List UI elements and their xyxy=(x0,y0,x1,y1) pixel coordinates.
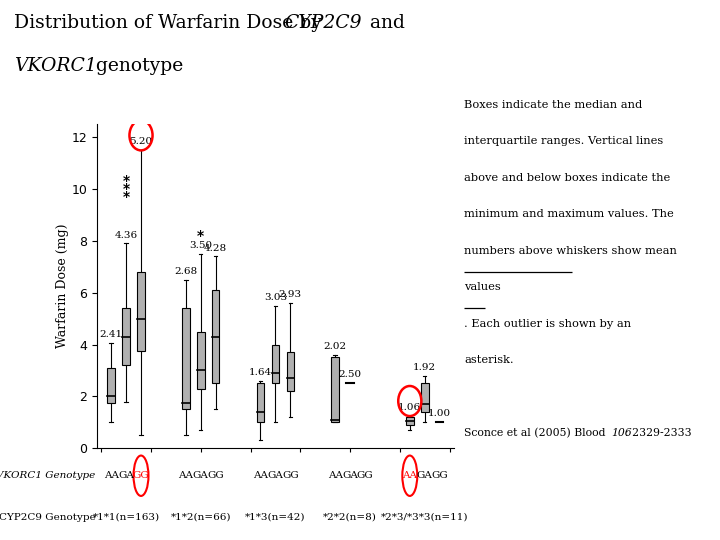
Text: 1.64: 1.64 xyxy=(249,368,272,377)
Text: 3.03: 3.03 xyxy=(264,293,287,302)
Text: 2.02: 2.02 xyxy=(323,342,347,351)
Text: 2.50: 2.50 xyxy=(338,370,361,379)
Text: 2.93: 2.93 xyxy=(279,290,302,299)
Text: 1.92: 1.92 xyxy=(413,363,436,372)
Text: AA: AA xyxy=(402,471,418,480)
Text: Distribution of Warfarin Dose by: Distribution of Warfarin Dose by xyxy=(14,14,328,31)
Text: 1.06: 1.06 xyxy=(398,403,421,412)
Bar xyxy=(107,368,115,403)
Text: asterisk.: asterisk. xyxy=(464,355,514,365)
Text: GA: GA xyxy=(193,471,209,480)
Bar xyxy=(138,272,145,351)
Text: . Each outlier is shown by an: . Each outlier is shown by an xyxy=(464,319,631,329)
Text: VKORC1 Genotype: VKORC1 Genotype xyxy=(0,471,96,480)
Text: AA: AA xyxy=(179,471,193,480)
Text: *2*3/*3*3(n=11): *2*3/*3*3(n=11) xyxy=(381,512,469,522)
Text: : 2329-2333: : 2329-2333 xyxy=(626,428,692,438)
Text: interquartile ranges. Vertical lines: interquartile ranges. Vertical lines xyxy=(464,137,664,146)
Text: AA: AA xyxy=(253,471,268,480)
Text: minimum and maximum values. The: minimum and maximum values. The xyxy=(464,209,674,219)
Text: and: and xyxy=(364,14,405,31)
Text: GA: GA xyxy=(267,471,284,480)
Text: *: * xyxy=(122,182,130,196)
Text: Boxes indicate the median and: Boxes indicate the median and xyxy=(464,100,643,110)
Text: CYP2C9 Genotype: CYP2C9 Genotype xyxy=(0,512,96,522)
Text: *1*3(n=42): *1*3(n=42) xyxy=(245,512,306,522)
Text: GA: GA xyxy=(342,471,358,480)
Text: Sconce et al (2005) Blood: Sconce et al (2005) Blood xyxy=(464,428,609,438)
Text: *: * xyxy=(122,190,130,204)
Text: GG: GG xyxy=(431,471,448,480)
Text: 5.20: 5.20 xyxy=(130,137,153,146)
Text: *2*2(n=8): *2*2(n=8) xyxy=(323,512,377,522)
Text: *1*2(n=66): *1*2(n=66) xyxy=(171,512,231,522)
Text: AA: AA xyxy=(328,471,343,480)
Text: GG: GG xyxy=(132,471,149,480)
Text: GG: GG xyxy=(356,471,374,480)
Bar xyxy=(421,383,428,412)
Bar xyxy=(182,308,189,409)
Bar xyxy=(212,290,220,383)
Text: 4.28: 4.28 xyxy=(204,244,228,253)
Bar xyxy=(331,357,339,422)
Text: *: * xyxy=(122,174,130,188)
Text: genotype: genotype xyxy=(90,57,184,75)
Text: 4.36: 4.36 xyxy=(114,231,138,240)
Text: 3.50: 3.50 xyxy=(189,241,212,250)
Text: 106: 106 xyxy=(611,428,632,438)
Text: above and below boxes indicate the: above and below boxes indicate the xyxy=(464,173,670,183)
Bar xyxy=(122,308,130,365)
Bar xyxy=(271,345,279,383)
Text: CYP2C9: CYP2C9 xyxy=(284,14,362,31)
Text: AA: AA xyxy=(104,471,119,480)
Text: values: values xyxy=(464,282,501,292)
Text: 2.41: 2.41 xyxy=(99,330,122,339)
Text: GG: GG xyxy=(282,471,299,480)
Bar xyxy=(197,332,204,389)
Text: 1.00: 1.00 xyxy=(428,409,451,417)
Text: GA: GA xyxy=(417,471,433,480)
Bar xyxy=(257,383,264,422)
Text: *: * xyxy=(197,228,204,242)
Text: *1*1(n=163): *1*1(n=163) xyxy=(92,512,160,522)
Text: GG: GG xyxy=(207,471,224,480)
Text: 2.68: 2.68 xyxy=(174,267,197,276)
Text: VKORC1: VKORC1 xyxy=(14,57,97,75)
Text: GA: GA xyxy=(118,471,134,480)
Text: numbers above whiskers show mean: numbers above whiskers show mean xyxy=(464,246,678,256)
Bar xyxy=(406,417,413,425)
Y-axis label: Warfarin Dose (mg): Warfarin Dose (mg) xyxy=(56,224,69,348)
Bar xyxy=(287,352,294,391)
